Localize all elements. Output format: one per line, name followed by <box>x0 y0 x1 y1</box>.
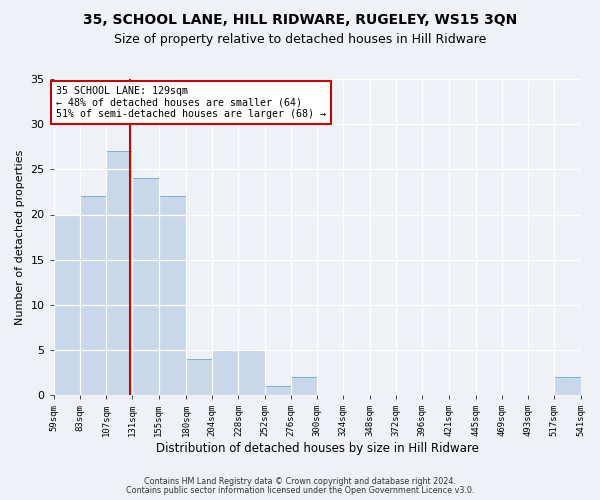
Y-axis label: Number of detached properties: Number of detached properties <box>15 150 25 325</box>
Bar <box>158 196 186 395</box>
Bar <box>291 377 317 395</box>
Bar <box>265 386 291 395</box>
Bar <box>106 152 133 395</box>
Text: Contains public sector information licensed under the Open Government Licence v3: Contains public sector information licen… <box>126 486 474 495</box>
X-axis label: Distribution of detached houses by size in Hill Ridware: Distribution of detached houses by size … <box>155 442 479 455</box>
Bar <box>212 350 238 395</box>
Text: 35 SCHOOL LANE: 129sqm
← 48% of detached houses are smaller (64)
51% of semi-det: 35 SCHOOL LANE: 129sqm ← 48% of detached… <box>56 86 326 120</box>
Bar <box>238 350 265 395</box>
Bar <box>554 377 581 395</box>
Bar <box>133 178 158 395</box>
Bar <box>54 214 80 395</box>
Text: 35, SCHOOL LANE, HILL RIDWARE, RUGELEY, WS15 3QN: 35, SCHOOL LANE, HILL RIDWARE, RUGELEY, … <box>83 12 517 26</box>
Bar <box>186 359 212 395</box>
Text: Contains HM Land Registry data © Crown copyright and database right 2024.: Contains HM Land Registry data © Crown c… <box>144 477 456 486</box>
Text: Size of property relative to detached houses in Hill Ridware: Size of property relative to detached ho… <box>114 32 486 46</box>
Bar <box>80 196 106 395</box>
